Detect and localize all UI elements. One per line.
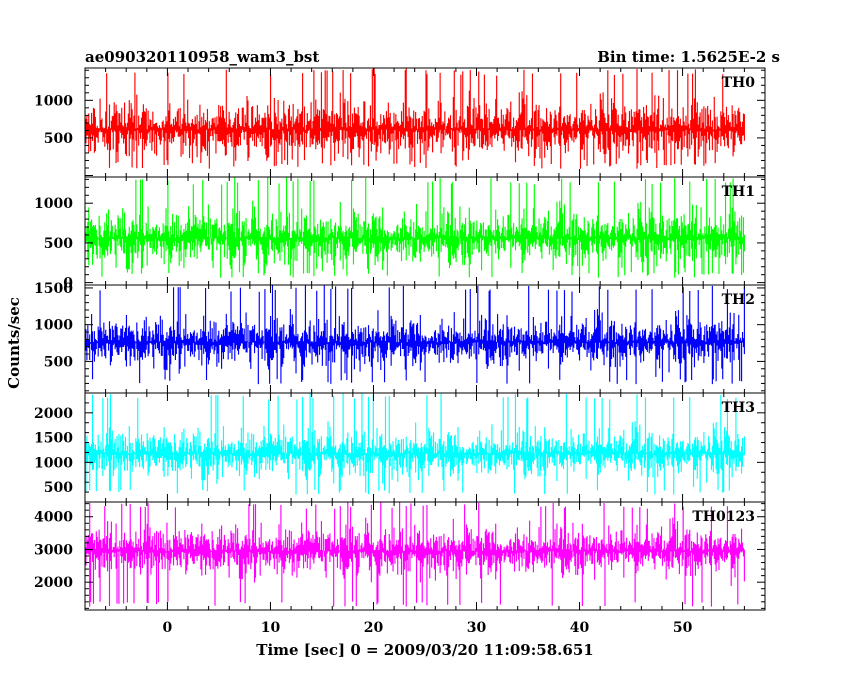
panel-label-th1: TH1 [722,184,755,200]
panel-th0: 500 1000 TH0 [34,67,766,178]
panel-label-th3: TH3 [722,400,755,416]
panel-label-th0: TH0 [722,75,756,91]
x-tick-label: 10 [261,620,281,636]
panel-label-th2: TH2 [722,292,755,308]
y-tick-label: 2000 [34,406,73,422]
x-tick-label: 30 [467,620,487,636]
x-tick-label: 50 [673,620,693,636]
y-tick-label: 1000 [34,196,73,212]
y-axis-label: Counts/sec [5,297,23,389]
y-tick-label: 1000 [34,93,73,109]
series-th2-trace [85,285,745,385]
panel-th1: 0 500 1000 TH1 [34,176,766,292]
y-tick-label: 500 [44,131,73,147]
panel-label-th0123: TH0123 [692,509,755,525]
x-tick-label: 20 [364,620,384,636]
y-tick-label: 1000 [34,455,73,471]
y-tick-label: 500 [44,480,73,496]
series-th0123-trace [85,502,745,607]
y-tick-label: 500 [44,354,73,370]
series-th3-trace [85,393,745,495]
x-axis-label: Time [sec] 0 = 2009/03/20 11:09:58.651 [256,641,593,659]
y-tick-label: 0 [63,276,73,292]
panels-group: 500 1000 TH0 0 500 1000 TH1 500 1000 1500 TH2 500 10… [34,67,766,611]
chart-title: ae090320110958_wam3_bst [85,48,319,66]
y-tick-label: 500 [44,236,73,252]
y-tick-label: 1500 [34,431,73,447]
panel-th0123: 2000 3000 4000 TH0123 [34,501,766,611]
y-tick-label: 1500 [34,281,73,297]
panel-th3: 500 1000 1500 2000 TH3 [34,392,766,503]
y-tick-label: 2000 [34,575,73,591]
y-tick-label: 1000 [34,318,73,334]
y-tick-label: 3000 [34,542,73,558]
bin-time-label: Bin time: 1.5625E-2 s [597,48,780,66]
x-tick-label: 40 [570,620,590,636]
x-tick-label: 0 [163,620,173,636]
panel-th2: 500 1000 1500 TH2 [34,281,766,394]
series-th0-trace [85,68,745,169]
x-tick-labels: 0 10 20 30 40 50 [163,620,693,636]
series-th1-trace [85,177,745,278]
y-tick-label: 4000 [34,510,73,526]
